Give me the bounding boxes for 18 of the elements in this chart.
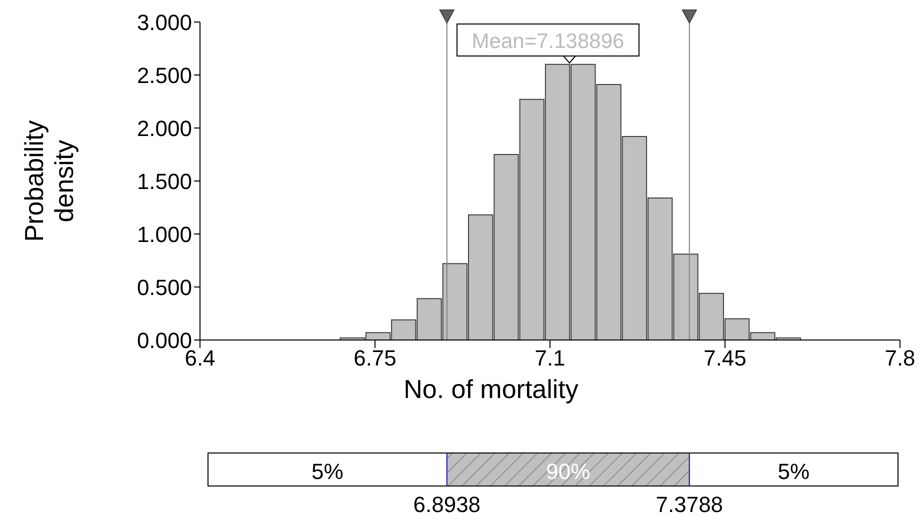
y-tick-label: 2.500 xyxy=(136,62,192,88)
y-axis-title: Probability density xyxy=(19,119,79,244)
x-tick-label: 7.1 xyxy=(534,346,566,371)
y-tick-label: 1.000 xyxy=(136,222,192,247)
annotation: Mean=7.138896 xyxy=(472,30,624,53)
x-tick-label: 7.45 xyxy=(704,346,746,371)
y-tick-label: 3.000 xyxy=(136,10,192,35)
x-tick-label: 6.75 xyxy=(354,346,396,371)
x-tick-label: 7.8 xyxy=(884,346,916,371)
text: 6.8938 xyxy=(413,492,481,517)
y-tick-label: 0.500 xyxy=(136,274,192,300)
y-tick-label: 1.500 xyxy=(136,168,192,194)
y-tick-label: 2.000 xyxy=(136,116,192,141)
text: 7.3788 xyxy=(656,492,724,517)
text: 90% xyxy=(546,459,590,484)
text: 5% xyxy=(778,459,810,484)
x-axis-title: No. of mortality xyxy=(404,374,578,404)
text: 5% xyxy=(312,459,344,484)
